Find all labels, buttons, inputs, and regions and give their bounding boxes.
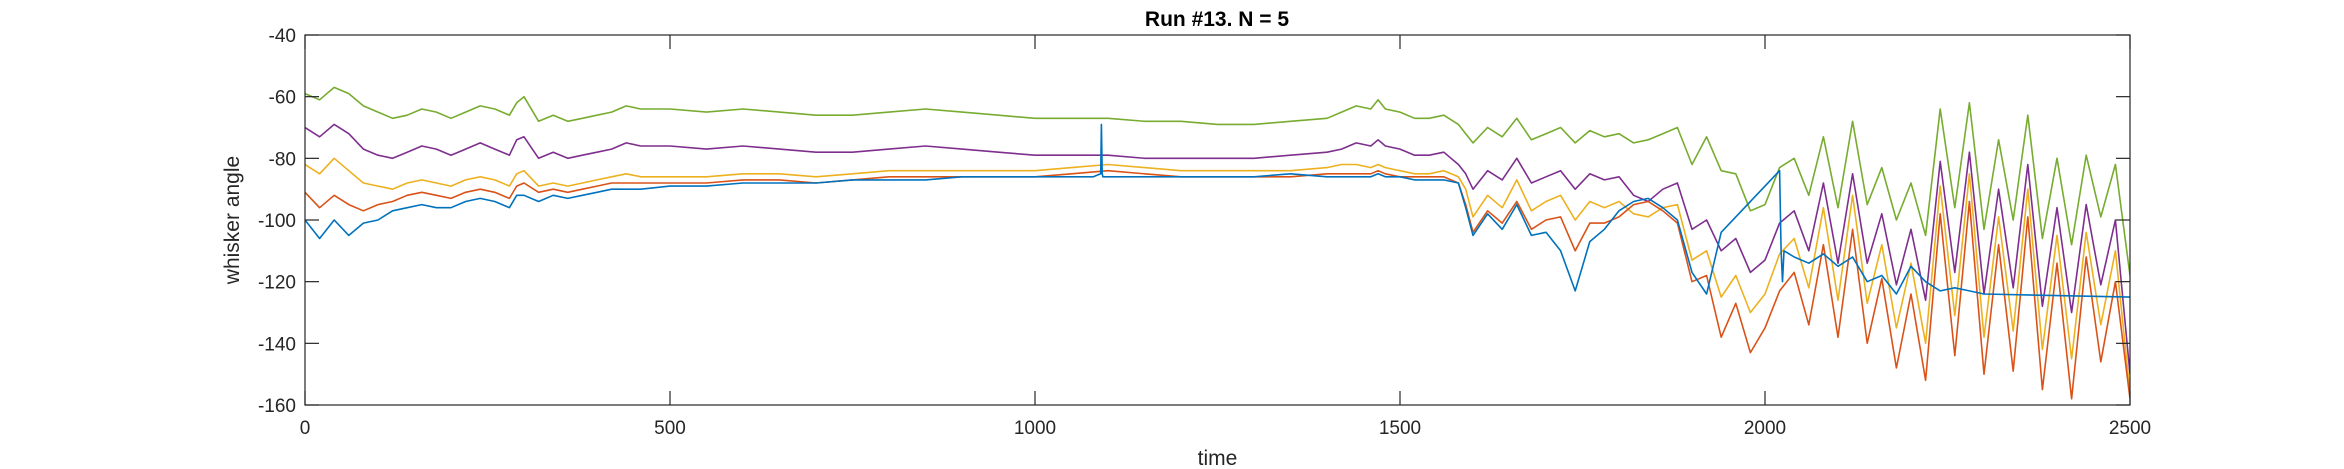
x-axis-label: time: [1198, 447, 1238, 469]
x-tick-label: 1000: [1014, 418, 1056, 439]
x-tick-label: 2000: [1744, 418, 1786, 439]
y-tick-label: -140: [258, 334, 296, 355]
series-line-4: [305, 169, 2130, 400]
y-axis-label: whisker angle: [221, 156, 244, 285]
x-tick-label: 2500: [2109, 418, 2151, 439]
series-layer: [305, 86, 2130, 400]
chart-title: Run #13. N = 5: [1145, 8, 1289, 31]
series-line-5: [305, 123, 2130, 298]
y-tick-label: -160: [258, 396, 296, 417]
y-tick-label: -120: [258, 273, 296, 294]
y-tick-label: -80: [269, 149, 296, 170]
y-tick-label: -100: [258, 211, 296, 232]
series-line-1: [305, 86, 2130, 276]
y-tick-label: -60: [269, 88, 296, 109]
series-line-2: [305, 123, 2130, 375]
x-tick-label: 0: [300, 418, 311, 439]
plot-area: 0 500 1000 1500 2000 2500 -160 -140 -120 -100 -80 -…: [258, 26, 2151, 439]
series-line-3: [305, 157, 2130, 393]
x-tick-label: 1500: [1379, 418, 1421, 439]
ticks-layer: 0 500 1000 1500 2000 2500 -160 -140 -120 -100 -80 -…: [258, 26, 2151, 439]
y-tick-label: -40: [269, 26, 296, 47]
x-tick-label: 500: [654, 418, 686, 439]
